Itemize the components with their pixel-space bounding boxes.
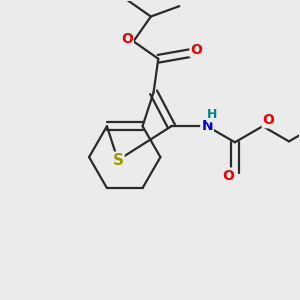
Text: N: N — [201, 119, 213, 133]
Text: O: O — [190, 43, 202, 57]
Text: O: O — [121, 32, 133, 46]
Text: O: O — [222, 169, 234, 183]
Text: H: H — [207, 108, 218, 122]
Text: S: S — [112, 153, 123, 168]
Text: O: O — [263, 113, 274, 127]
